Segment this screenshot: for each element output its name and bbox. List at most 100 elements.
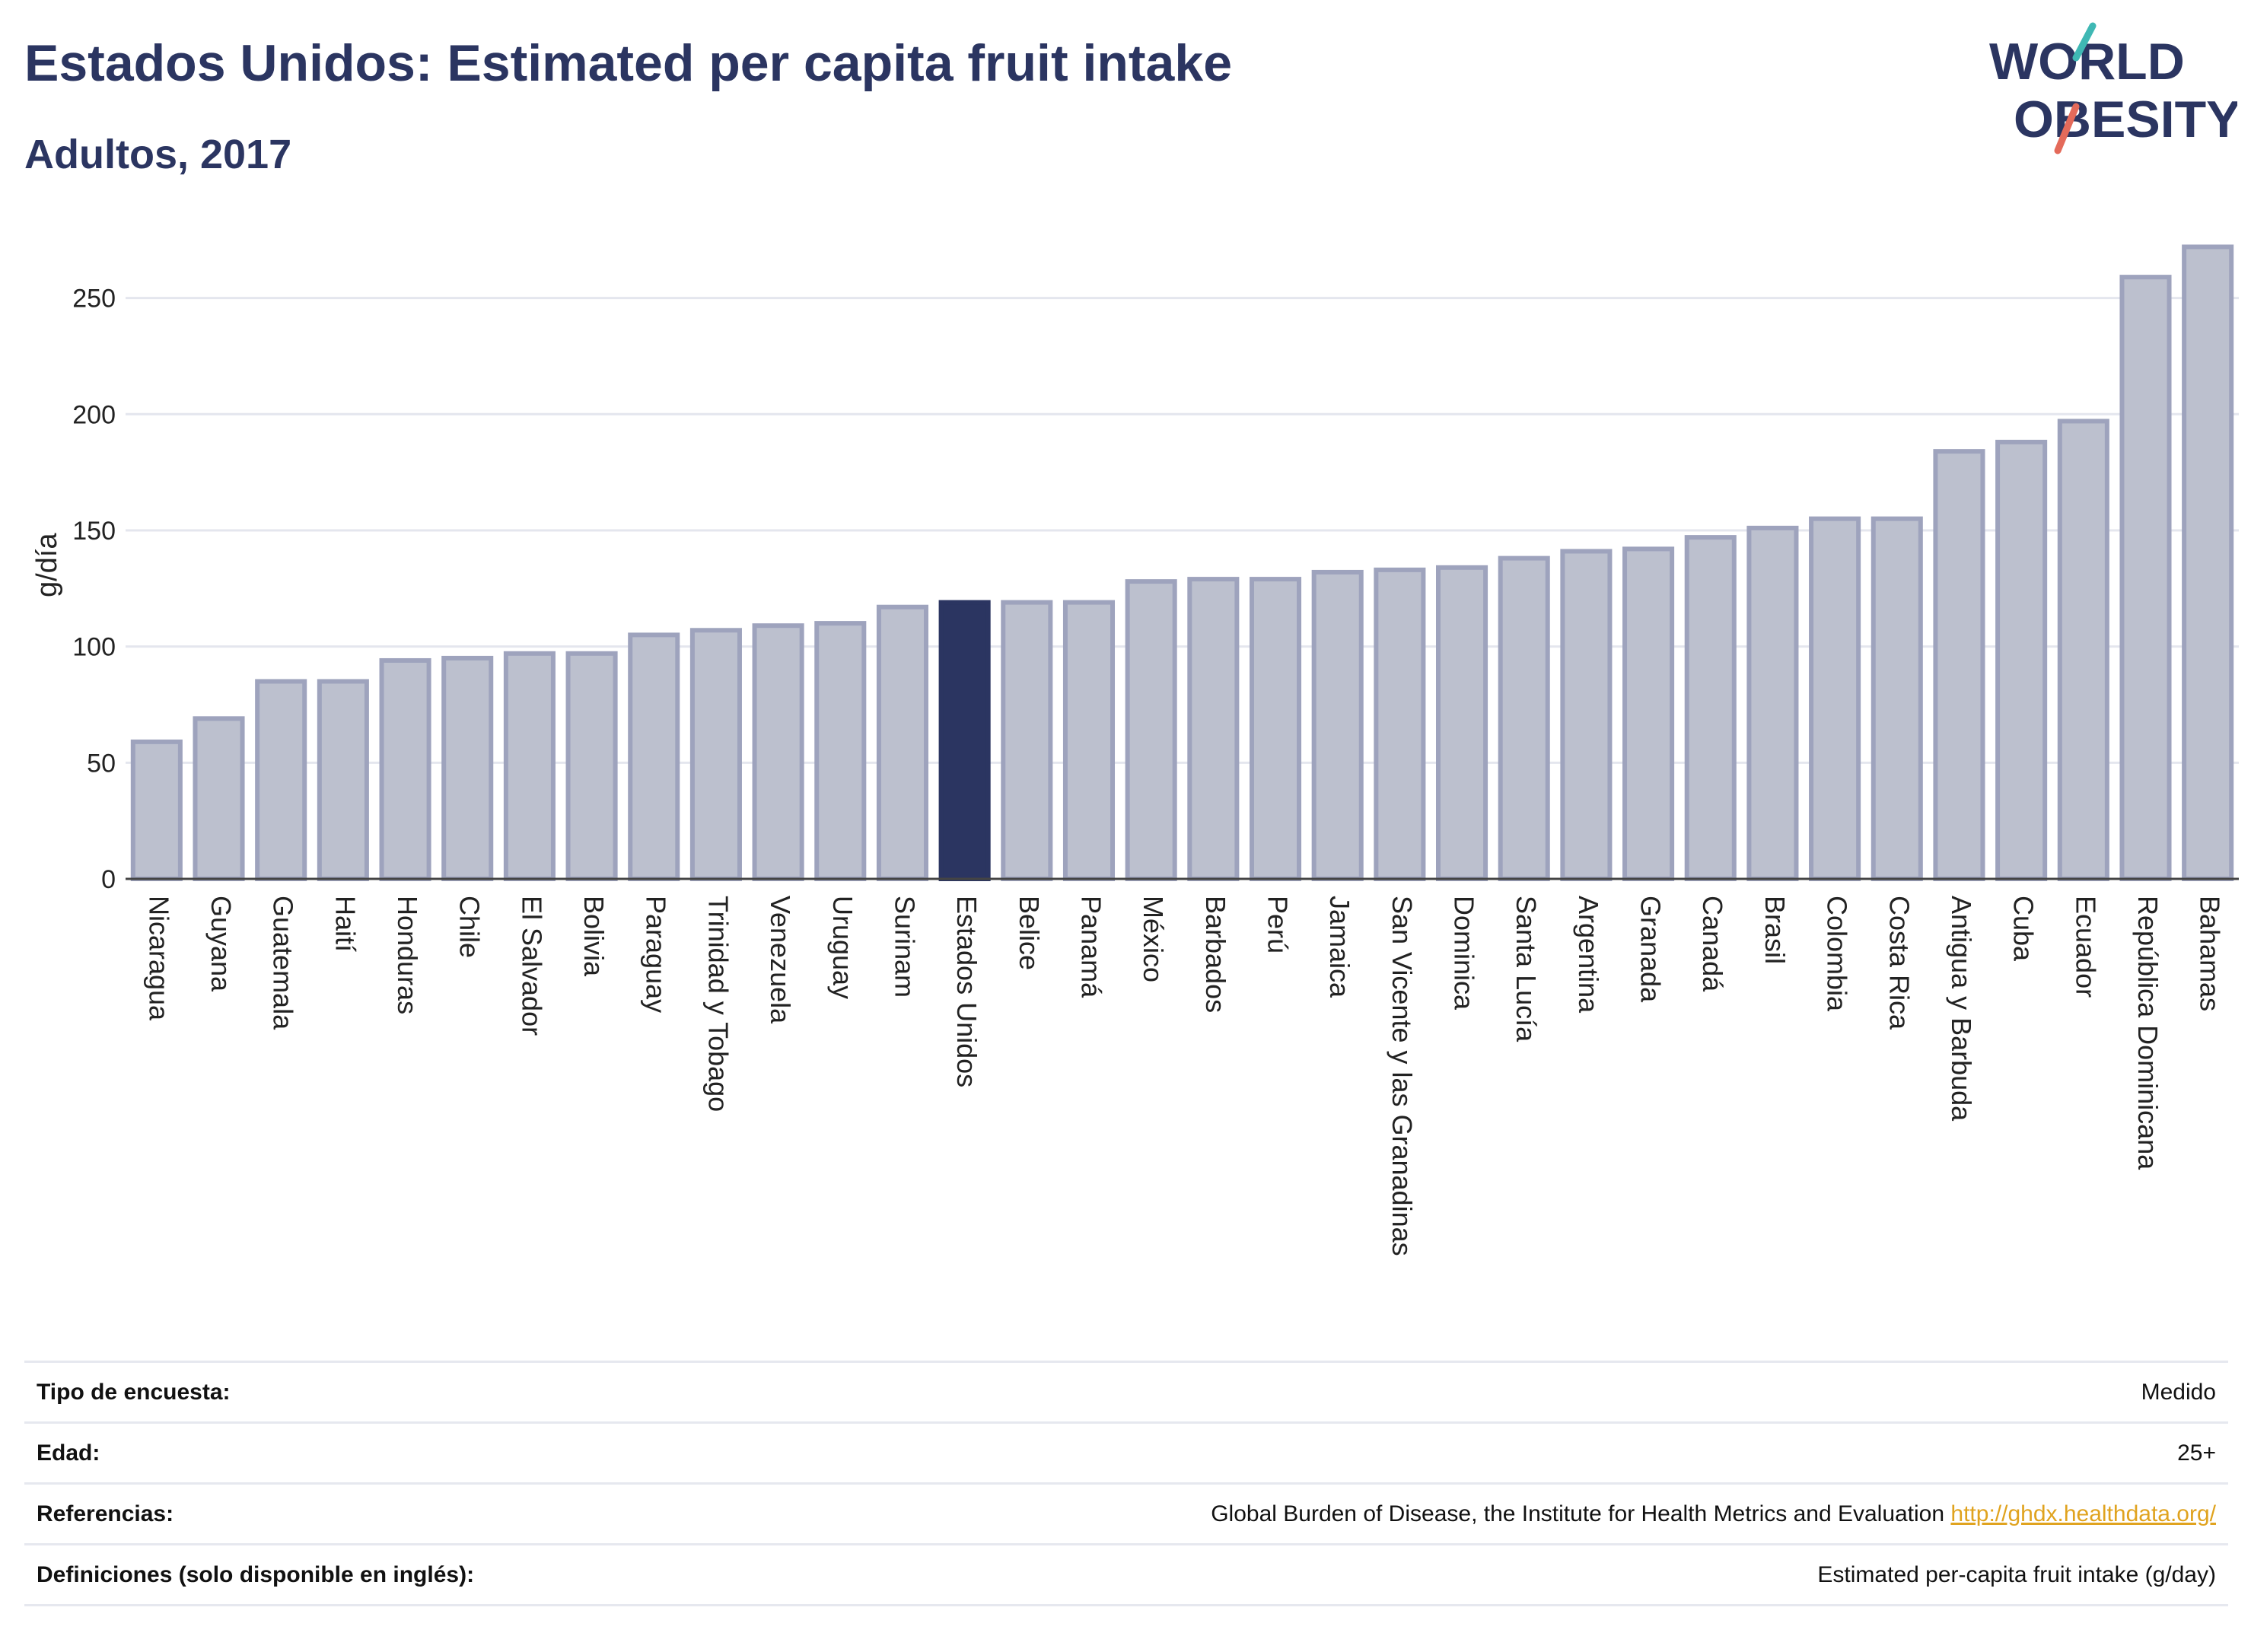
x-tick-label: Guyana (205, 896, 237, 992)
x-tick-label: Venezuela (765, 896, 796, 1024)
x-tick-label: Argentina (1573, 896, 1604, 1014)
logo-text-obesity: OBESITY (2014, 91, 2237, 148)
bar (1187, 577, 1240, 881)
logo-slash-teal (2072, 22, 2097, 62)
bar (1684, 535, 1737, 881)
info-row-survey-type: Tipo de encuesta: Medido (24, 1363, 2228, 1424)
bar (1622, 546, 1675, 881)
info-label: Edad: (37, 1440, 100, 1466)
y-axis-ticks: 0 50 100 150 200 250 (72, 285, 116, 894)
info-label: Definiciones (solo disponible en inglés)… (37, 1561, 475, 1587)
x-tick-label: El Salvador (516, 896, 547, 1036)
info-value: Estimated per-capita fruit intake (g/day… (1817, 1561, 2216, 1587)
bar (565, 651, 618, 882)
bar (689, 628, 742, 882)
bar (1995, 439, 2048, 881)
x-tick-label: Brasil (1759, 896, 1791, 964)
x-tick-label: Panamá (1075, 896, 1106, 998)
x-tick-label: México (1138, 896, 1169, 982)
y-tick-label: 0 (101, 865, 116, 894)
x-tick-label: Surinam (889, 896, 920, 998)
x-tick-label: Estados Unidos (951, 896, 982, 1087)
bar (1374, 567, 1426, 881)
bar (1001, 600, 1053, 881)
bar (1436, 565, 1488, 881)
chart-subtitle: Adultos, 2017 (24, 132, 292, 177)
x-tick-label: Dominica (1449, 896, 1480, 1011)
bar (1809, 516, 1861, 881)
x-tick-label: Trinidad y Tobago (702, 896, 734, 1112)
y-tick-label: 200 (72, 400, 116, 429)
x-tick-label: Haití (330, 896, 361, 952)
x-tick-label: Bolivia (578, 896, 610, 977)
x-tick-label: Canadá (1697, 896, 1728, 992)
x-tick-label: Chile (454, 896, 486, 958)
x-tick-label: Uruguay (827, 896, 858, 999)
bar (317, 679, 369, 881)
chart-title: Estados Unidos: Estimated per capita fru… (24, 34, 1233, 92)
logo-slash-coral (2054, 103, 2080, 154)
x-tick-label: Nicaragua (143, 896, 174, 1021)
info-table: Tipo de encuesta: Medido Edad: 25+ Refer… (24, 1361, 2228, 1606)
info-value: Medido (2141, 1379, 2216, 1405)
y-tick-label: 100 (72, 633, 116, 662)
x-tick-label: Bahamas (2195, 896, 2226, 1011)
info-value-references: Global Burden of Disease, the Institute … (1211, 1501, 2216, 1527)
bar (938, 600, 991, 881)
x-tick-label: Santa Lucía (1511, 896, 1542, 1042)
bar (628, 632, 680, 881)
info-row-references: Referencias: Global Burden of Disease, t… (24, 1485, 2228, 1545)
bar (1125, 579, 1177, 882)
bar (503, 651, 556, 882)
bar (441, 655, 494, 881)
x-tick-label: Belice (1014, 896, 1045, 970)
bar (130, 739, 183, 882)
bar (2182, 244, 2234, 881)
info-row-age: Edad: 25+ (24, 1424, 2228, 1485)
bar (1746, 525, 1799, 881)
bar (193, 716, 245, 882)
x-tick-label: Granada (1635, 896, 1667, 1003)
bar (1498, 555, 1550, 881)
x-tick-label: Colombia (1822, 896, 1853, 1012)
x-tick-label: Barbados (1200, 896, 1231, 1013)
bars (130, 244, 2234, 882)
bar (814, 621, 867, 881)
bar (255, 679, 307, 881)
bar (1560, 549, 1613, 881)
x-tick-label: Jamaica (1324, 896, 1355, 998)
x-tick-label: San Vicente y las Granadinas (1387, 896, 1418, 1256)
bar-chart: 0 50 100 150 200 250 Nicaragua Guyana Guatemala… (31, 244, 2239, 1256)
bar (1871, 516, 1923, 881)
x-tick-label: Guatemala (268, 896, 299, 1030)
y-axis-label: g/día (31, 533, 63, 597)
bar (2119, 275, 2172, 881)
x-tick-label: República Dominicana (2132, 896, 2163, 1170)
info-row-definitions: Definiciones (solo disponible en inglés)… (24, 1545, 2228, 1606)
bar (876, 604, 928, 881)
info-label: Referencias: (37, 1501, 174, 1526)
x-tick-label: Antigua y Barbuda (1946, 896, 1977, 1122)
x-tick-label: Cuba (2008, 896, 2039, 962)
reference-text: Global Burden of Disease, the Institute … (1211, 1501, 1945, 1526)
y-tick-label: 150 (72, 517, 116, 546)
x-axis-ticks: Nicaragua Guyana Guatemala Haití Honduras Chi… (143, 896, 2225, 1256)
x-tick-label: Costa Rica (1883, 896, 1915, 1030)
x-tick-label: Perú (1262, 896, 1293, 953)
bar (2057, 419, 2109, 882)
y-tick-label: 50 (87, 749, 116, 778)
x-tick-label: Paraguay (641, 896, 672, 1013)
reference-link[interactable]: http://ghdx.healthdata.org/ (1950, 1501, 2216, 1526)
info-value: 25+ (2177, 1440, 2216, 1466)
bar (1249, 577, 1302, 881)
y-tick-label: 250 (72, 285, 116, 314)
bar (1311, 569, 1364, 881)
bar (752, 623, 804, 881)
info-label: Tipo de encuesta: (37, 1379, 231, 1405)
bar (1062, 600, 1116, 881)
bar (1933, 449, 1985, 881)
world-obesity-logo: WORLD OBESITY (1989, 22, 2237, 154)
bar (379, 657, 431, 881)
x-tick-label: Honduras (392, 896, 423, 1014)
x-tick-label: Ecuador (2070, 896, 2101, 998)
